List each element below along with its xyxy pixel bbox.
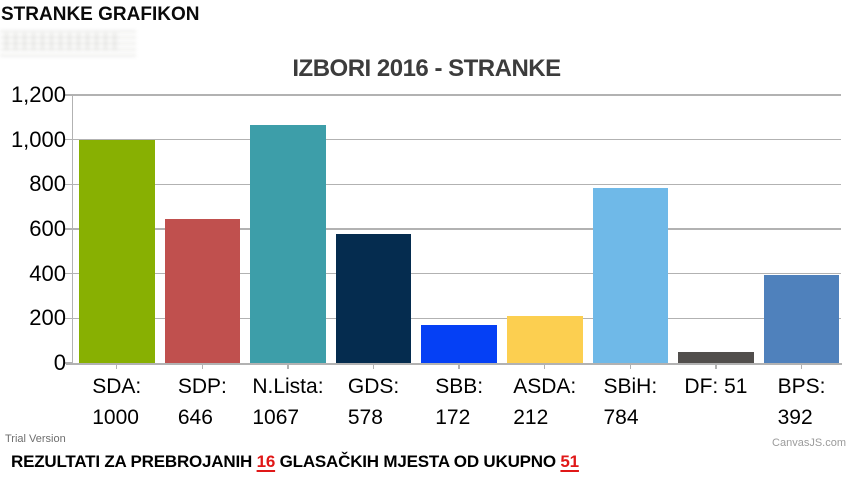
- gridline-400: [73, 272, 841, 275]
- y-axis-label-400: 400: [29, 260, 66, 286]
- chart-title: IZBORI 2016 - STRANKE: [292, 55, 561, 82]
- canvasjs-watermark: CanvasJS.com: [772, 437, 846, 449]
- x-tick-SDA: [116, 364, 118, 369]
- bar-BPS: [763, 275, 840, 363]
- y-axis-label-0: 0: [53, 350, 66, 375]
- x-tick-SDP: [201, 364, 204, 369]
- y-axis-label-200: 200: [29, 305, 66, 331]
- x-axis-label-line: SBiH:: [603, 375, 658, 398]
- bar-SBB: [421, 324, 497, 363]
- x-axis-label-SDA: SDA: 1000: [92, 371, 141, 433]
- gridline-1000: [73, 138, 841, 141]
- trial-version-watermark: Trial Version: [5, 433, 66, 445]
- x-axis-label-line: 578: [347, 406, 383, 429]
- bar-N.Lista: [250, 124, 326, 363]
- blurred-text-block: [0, 29, 136, 57]
- gridline-800: [73, 183, 841, 186]
- x-tick-DF: [715, 364, 717, 369]
- gridline-600: [73, 228, 841, 230]
- x-axis-label-line: 392: [777, 406, 813, 429]
- x-axis-label-GDS: GDS: 578: [348, 371, 399, 433]
- x-axis-label-line: GDS:: [347, 375, 400, 398]
- results-text-prefix: REZULTATI ZA PREBROJANIH: [11, 452, 257, 471]
- x-axis-label-line: 1000: [92, 406, 139, 429]
- x-axis-label-line: BPS:: [777, 375, 826, 398]
- x-tick-GDS: [372, 364, 375, 369]
- x-axis-label-line: SBB:: [435, 375, 484, 398]
- bar-GDS: [335, 233, 412, 363]
- y-tick-400: [65, 272, 73, 275]
- x-axis-label-line: ASDA:: [513, 375, 577, 398]
- x-axis-label-N.Lista: N.Lista: 1067: [252, 371, 323, 433]
- bar-ASDA: [507, 315, 583, 363]
- counted-stations-value: 16: [256, 452, 276, 471]
- page-title: STRANKE GRAFIKON: [1, 4, 200, 25]
- x-tick-ASDA: [544, 364, 546, 369]
- x-axis-label-line: 1067: [252, 406, 300, 429]
- plot-area: [73, 94, 841, 363]
- gridline-200: [73, 317, 841, 320]
- x-tick-SBiH: [629, 364, 632, 369]
- x-axis-label-SBiH: SBiH: 784: [604, 371, 658, 433]
- x-axis-label-line: 172: [435, 406, 471, 429]
- bar-SBiH: [592, 187, 669, 363]
- x-axis-label-line: DF: 51: [684, 375, 748, 398]
- y-tick-0: [65, 362, 73, 364]
- y-tick-200: [65, 317, 73, 320]
- x-axis-label-line: N.Lista:: [252, 375, 324, 398]
- x-axis-label-line: SDA:: [92, 375, 142, 398]
- x-axis-label-BPS: BPS: 392: [778, 371, 826, 433]
- y-tick-1200: [65, 94, 73, 96]
- y-axis-label-1,000: 1,000: [10, 126, 66, 152]
- x-axis-label-SDP: SDP: 646: [178, 371, 227, 433]
- bar-DF: [678, 351, 754, 363]
- results-text-middle: GLASAČKIH MJESTA OD UKUPNO: [275, 452, 561, 471]
- x-axis-line: [66, 363, 842, 365]
- y-axis-label-800: 800: [29, 171, 66, 197]
- y-tick-800: [65, 183, 73, 186]
- y-axis-label-600: 600: [29, 216, 66, 241]
- x-axis-label-line: SDP:: [177, 375, 227, 398]
- total-stations-value: 51: [560, 452, 579, 471]
- x-axis-label-line: 646: [177, 406, 213, 429]
- x-tick-N.Lista: [287, 364, 289, 369]
- x-axis-label-DF: DF: 51: [684, 371, 747, 402]
- y-tick-600: [65, 228, 73, 230]
- x-tick-SBB: [458, 364, 460, 369]
- y-axis-line: [72, 95, 74, 365]
- x-tick-BPS: [800, 364, 803, 369]
- bar-SDP: [164, 218, 241, 363]
- x-axis-label-SBB: SBB: 172: [435, 371, 483, 433]
- bar-SDA: [79, 139, 155, 363]
- y-axis-label-1,200: 1,200: [10, 82, 66, 107]
- x-axis-label-line: 212: [513, 406, 549, 429]
- x-axis-label-line: 784: [603, 406, 639, 429]
- results-status-text: REZULTATI ZA PREBROJANIH 16 GLASAČKIH MJ…: [11, 452, 579, 472]
- x-axis-label-ASDA: ASDA: 212: [513, 371, 576, 433]
- gridline-1200: [73, 94, 841, 96]
- y-tick-1000: [65, 138, 73, 141]
